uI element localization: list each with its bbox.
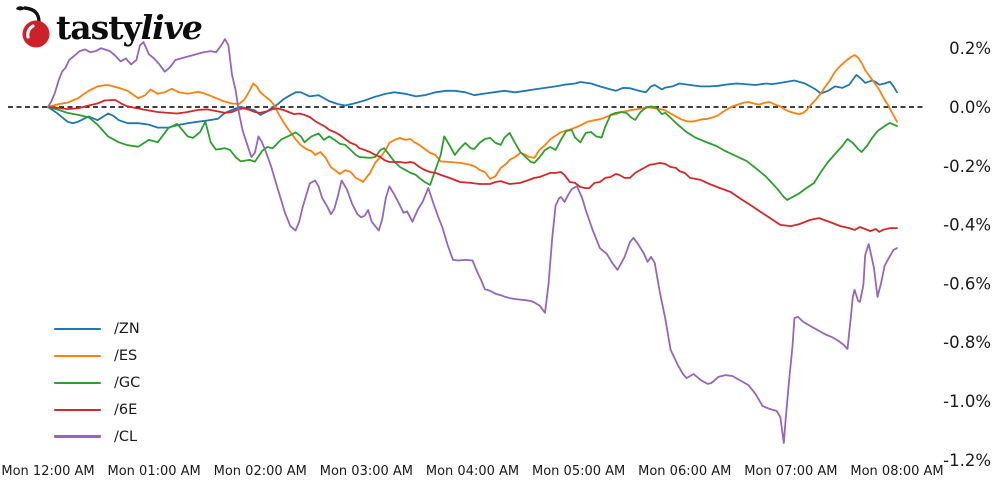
x-tick-label: Mon 06:00 AM	[638, 464, 731, 479]
y-tick-label: 0.0%	[949, 98, 991, 117]
series-line-gc	[47, 105, 898, 201]
x-tick-label: Mon 12:00 AM	[1, 464, 94, 479]
x-tick-label: Mon 05:00 AM	[532, 464, 625, 479]
series-line-es	[47, 54, 898, 183]
brand-text-live: live	[140, 7, 203, 47]
legend-swatch-6e	[54, 408, 101, 411]
legend-label-gc: /GC	[114, 374, 141, 391]
chart-legend: /ZN /ES /GC /6E /CL	[54, 316, 140, 450]
legend-item-cl: /CL	[54, 423, 140, 450]
x-tick-label: Mon 04:00 AM	[426, 464, 519, 479]
legend-swatch-gc	[54, 381, 101, 385]
series-line-zn	[47, 74, 898, 129]
legend-item-es: /ES	[54, 343, 140, 370]
y-tick-label: 0.2%	[949, 39, 991, 58]
x-tick-label: Mon 08:00 AM	[850, 464, 943, 479]
cherry-icon	[16, 6, 50, 48]
legend-item-gc: /GC	[54, 370, 140, 397]
y-tick-label: -0.8%	[943, 333, 991, 352]
y-tick-label: -1.2%	[943, 451, 991, 470]
brand-wordmark: tastylive	[56, 7, 203, 47]
legend-swatch-es	[54, 355, 101, 358]
series-line-cl	[47, 38, 898, 444]
x-tick-label: Mon 03:00 AM	[320, 464, 413, 479]
legend-swatch-cl	[54, 435, 101, 438]
legend-label-cl: /CL	[114, 428, 138, 445]
y-tick-label: -0.4%	[943, 216, 991, 235]
brand-text-tasty: tasty	[56, 7, 142, 47]
x-tick-label: Mon 07:00 AM	[744, 464, 837, 479]
x-tick-label: Mon 01:00 AM	[108, 464, 201, 479]
y-tick-label: -1.0%	[943, 392, 991, 411]
tastylive-logo: tastylive	[8, 4, 203, 50]
legend-label-es: /ES	[114, 348, 138, 365]
y-tick-label: -0.6%	[943, 274, 991, 293]
y-tick-label: -0.2%	[943, 157, 991, 176]
x-tick-label: Mon 02:00 AM	[214, 464, 307, 479]
legend-item-zn: /ZN	[54, 316, 140, 343]
legend-label-zn: /ZN	[114, 321, 140, 338]
legend-item-6e: /6E	[54, 396, 140, 423]
legend-label-6e: /6E	[114, 401, 138, 418]
legend-swatch-zn	[54, 328, 101, 331]
